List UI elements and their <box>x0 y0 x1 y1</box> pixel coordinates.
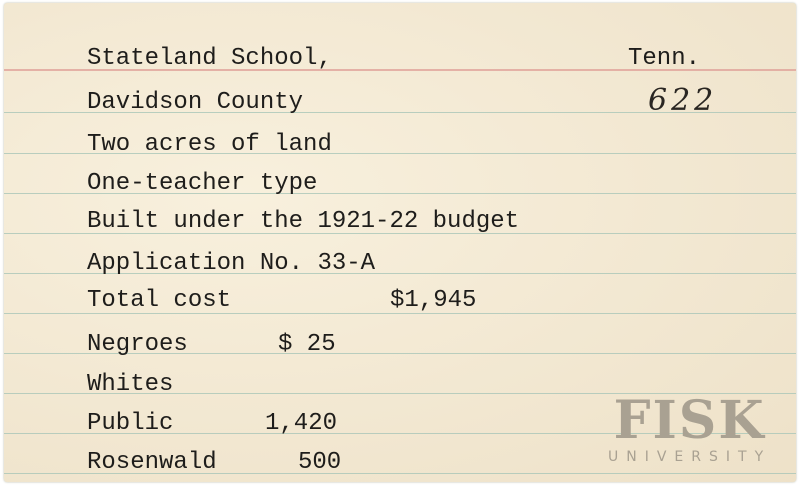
budget: Built under the 1921-22 budget <box>87 208 520 235</box>
watermark-sub: UNIVERSITY <box>608 449 772 465</box>
rule-line <box>4 112 796 113</box>
total-cost-label: Total cost <box>87 287 232 314</box>
contribution-label: Negroes <box>87 331 188 358</box>
school-name: Stateland School, <box>87 45 332 72</box>
header-rule <box>4 69 796 71</box>
rule-line <box>4 433 796 434</box>
rule-line <box>4 473 796 474</box>
contribution-value: 500 <box>298 449 342 476</box>
contribution-value: 1,420 <box>265 410 338 437</box>
rule-line <box>4 153 796 154</box>
rule-line <box>4 353 796 354</box>
school-type: One-teacher type <box>87 170 318 197</box>
card-number: 622 <box>648 83 718 118</box>
contribution-label: Public <box>87 410 174 437</box>
county: Davidson County <box>87 89 304 116</box>
rule-line <box>4 393 796 394</box>
contribution-value: $ 25 <box>278 331 336 358</box>
rule-line <box>4 193 796 194</box>
rule-line <box>4 313 796 314</box>
application: Application No. 33-A <box>87 250 376 277</box>
rule-line <box>4 273 796 274</box>
contribution-label: Whites <box>87 371 174 398</box>
contribution-label: Rosenwald <box>87 449 217 476</box>
total-cost-value: $1,945 <box>390 287 477 314</box>
land: Two acres of land <box>87 131 332 158</box>
watermark-name: FISK <box>613 390 766 451</box>
rule-line <box>4 233 796 234</box>
fisk-university-watermark: FISK UNIVERSITY <box>608 390 772 466</box>
index-card: Stateland School, Tenn. 622 Davidson Cou… <box>4 3 796 482</box>
state: Tenn. <box>628 45 701 72</box>
